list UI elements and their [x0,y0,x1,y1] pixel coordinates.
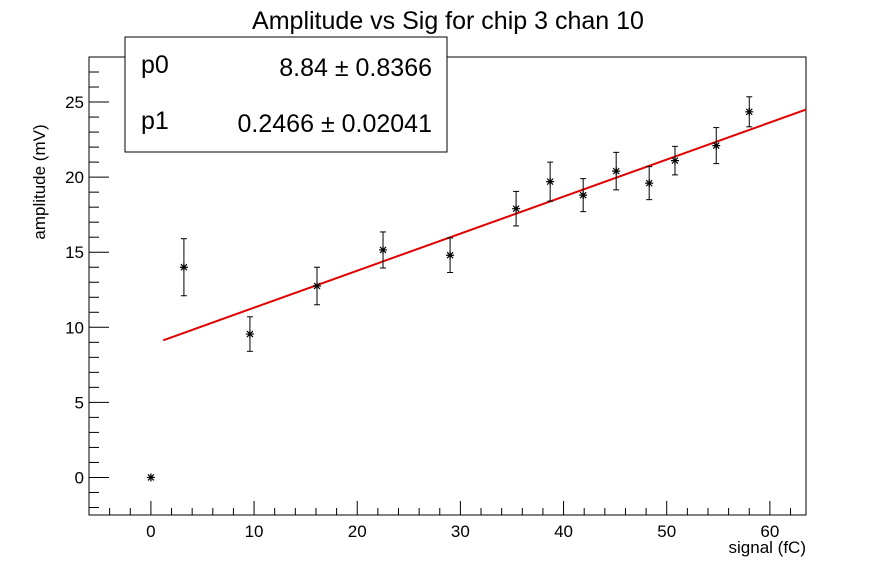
data-point [179,238,188,297]
stats-p0-value: 8.84 ± 0.8366 [279,54,432,82]
data-marker [546,177,555,186]
chart-title: Amplitude vs Sig for chip 3 chan 10 [252,7,644,35]
data-marker [712,141,721,150]
x-tick-label: 40 [554,522,573,541]
data-point [579,178,588,213]
data-marker [446,251,455,260]
data-marker [146,473,155,482]
x-tick-label: 10 [245,522,264,541]
stats-p1-value: 0.2466 ± 0.02041 [238,110,432,138]
data-point [645,166,654,201]
data-point [546,161,555,202]
x-axis: 0 10 20 30 40 50 60 [88,501,792,541]
data-point [670,145,679,176]
y-tick-label: 20 [65,168,84,187]
x-tick-label: 0 [146,522,155,541]
data-point [312,266,321,306]
data-point [379,231,388,269]
data-marker [645,179,654,188]
x-tick-label: 20 [348,522,367,541]
y-tick-label: 15 [65,243,84,262]
stats-p0-mean: 8.84 [279,54,328,82]
data-marker [579,191,588,200]
data-marker [379,245,388,254]
data-marker [670,156,679,165]
x-axis-label: signal (fC) [729,538,806,557]
stats-p1-pm: ± [321,110,335,138]
stats-p0-pm: ± [335,54,349,82]
data-points [146,96,754,482]
y-axis-label: amplitude (mV) [30,124,49,239]
stats-p1-name: p1 [141,107,169,135]
data-marker [612,167,621,176]
x-tick-label: 30 [451,522,470,541]
y-tick-label: 25 [65,93,84,112]
data-marker [312,282,321,290]
data-point [712,127,721,165]
y-axis: 0 5 10 15 20 25 [65,56,109,508]
y-tick-label: 5 [75,393,84,412]
stats-box-frame [124,36,448,153]
stats-p0-error: 0.8366 [356,54,432,82]
data-point [745,96,754,128]
data-marker [512,204,521,213]
stats-p0-name: p0 [141,51,169,79]
data-point [612,151,621,191]
data-point [245,316,254,352]
data-point [146,473,155,482]
stats-box: p0 8.84 ± 0.8366 p1 0.2466 ± 0.02041 [124,36,448,153]
fit-line [162,108,807,342]
y-tick-label: 10 [65,318,84,337]
data-marker [245,330,254,339]
x-tick-label: 60 [760,522,779,541]
stats-p1-mean: 0.2466 [238,110,314,138]
data-point [512,190,521,227]
y-tick-label: 0 [75,468,84,487]
fit-line-segment [162,108,807,342]
data-point [446,237,455,273]
stats-p1-error: 0.02041 [342,110,432,138]
x-tick-label: 50 [657,522,676,541]
data-marker [745,107,754,116]
data-marker [179,263,188,272]
